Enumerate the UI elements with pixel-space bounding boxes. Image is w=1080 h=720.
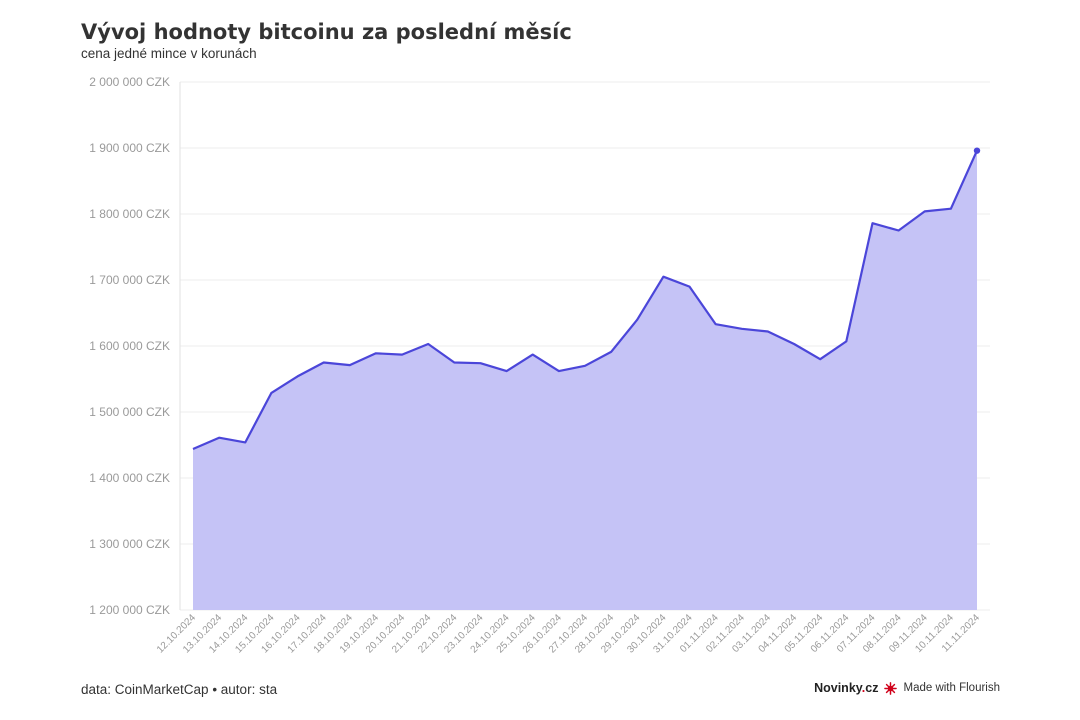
flourish-icon	[884, 681, 898, 695]
data-point[interactable]	[792, 342, 796, 346]
y-tick-label: 1 600 000 CZK	[89, 339, 170, 353]
series-area-fill	[193, 150, 977, 610]
data-point[interactable]	[217, 436, 221, 440]
x-axis-ticks: 12.10.202413.10.202414.10.202415.10.2024…	[155, 612, 982, 655]
data-point[interactable]	[897, 229, 901, 233]
data-point[interactable]	[949, 207, 953, 211]
brand-dot: .	[861, 681, 866, 695]
chart-subtitle: cena jedné mince v korunách	[81, 46, 257, 61]
data-point[interactable]	[374, 351, 378, 355]
y-axis-ticks: 1 200 000 CZK 1 300 000 CZK 1 400 000 CZK 1…	[89, 75, 170, 617]
data-point[interactable]	[688, 285, 692, 289]
y-tick-label: 1 500 000 CZK	[89, 405, 170, 419]
flourish-credit[interactable]: Made with Flourish	[903, 682, 1000, 694]
y-tick-label: 1 800 000 CZK	[89, 207, 170, 221]
data-point[interactable]	[635, 318, 639, 322]
y-tick-label: 1 200 000 CZK	[89, 603, 170, 617]
data-point[interactable]	[557, 369, 561, 373]
series-area	[191, 147, 981, 610]
data-point[interactable]	[452, 361, 456, 365]
y-tick-label: 1 400 000 CZK	[89, 471, 170, 485]
chart-title: Vývoj hodnoty bitcoinu za poslední měsíc	[81, 20, 572, 44]
series-line	[192, 150, 979, 451]
footer-logos: Novinky.cz Made with Flourish	[814, 681, 1000, 695]
data-point[interactable]	[870, 221, 874, 225]
source-note: data: CoinMarketCap • autor: sta	[81, 682, 278, 697]
y-tick-label: 1 300 000 CZK	[89, 537, 170, 551]
y-tick-label: 1 900 000 CZK	[89, 141, 170, 155]
data-point[interactable]	[269, 391, 273, 395]
data-point[interactable]	[609, 350, 613, 354]
data-point[interactable]	[243, 440, 247, 444]
data-point[interactable]	[296, 374, 300, 378]
data-point[interactable]	[740, 327, 744, 331]
data-point[interactable]	[661, 275, 665, 279]
data-point[interactable]	[478, 361, 482, 365]
data-point[interactable]	[923, 209, 927, 213]
novinky-logo[interactable]: Novinky.cz	[814, 681, 878, 695]
last-data-point[interactable]	[973, 147, 981, 154]
data-point[interactable]	[505, 369, 509, 373]
brand-name: Novinky	[814, 681, 862, 695]
brand-tld: cz	[865, 681, 879, 695]
data-point[interactable]	[426, 342, 430, 346]
y-tick-label: 1 700 000 CZK	[89, 273, 170, 287]
data-point[interactable]	[766, 329, 770, 333]
y-tick-label: 2 000 000 CZK	[89, 75, 170, 89]
data-point[interactable]	[191, 447, 195, 451]
data-point[interactable]	[348, 363, 352, 367]
data-point[interactable]	[583, 364, 587, 368]
data-point[interactable]	[818, 357, 822, 361]
data-point[interactable]	[714, 322, 718, 326]
data-point[interactable]	[400, 353, 404, 357]
data-point[interactable]	[531, 353, 535, 357]
data-point[interactable]	[844, 339, 848, 343]
data-point[interactable]	[322, 361, 326, 365]
